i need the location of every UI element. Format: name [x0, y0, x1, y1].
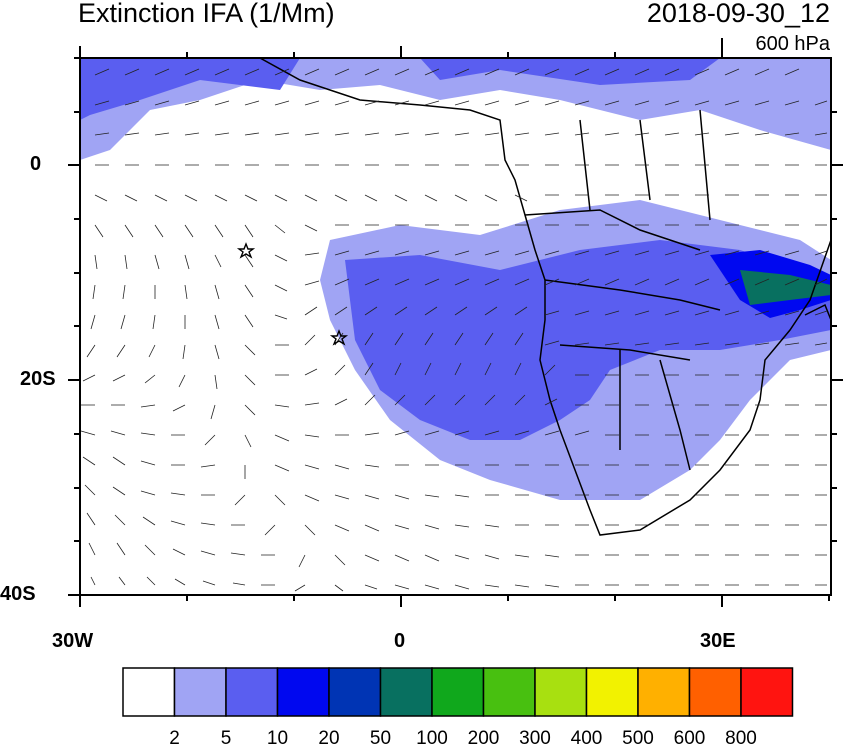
colorbar-swatch	[328, 667, 382, 717]
colorbar-label: 200	[467, 728, 500, 749]
colorbar	[122, 667, 794, 717]
colorbar-swatch	[276, 667, 330, 717]
colorbar-swatch	[379, 667, 433, 717]
xtick-label-0: 0	[394, 630, 406, 652]
map-datetime: 2018-09-30_12	[646, 0, 830, 28]
colorbar-label: 10	[266, 728, 289, 749]
colorbar-swatch	[534, 667, 588, 717]
colorbar-swatch	[173, 667, 227, 717]
y-ticks	[68, 57, 843, 596]
colorbar-label: 5	[220, 728, 232, 749]
colorbar-swatch	[585, 667, 639, 717]
wind-barbs	[80, 68, 828, 592]
aerosol-band-north-core-east	[420, 58, 720, 85]
map-title: Extinction IFA (1/Mm)	[78, 0, 335, 28]
aerosol-band-north	[80, 58, 831, 160]
ytick-label-40s: 40S	[0, 583, 36, 605]
aerosol-plume-max	[740, 270, 831, 305]
x-ticks	[79, 38, 830, 607]
colorbar-label: 500	[622, 728, 654, 749]
colorbar-swatch	[740, 667, 794, 717]
aerosol-band-north-core	[80, 58, 300, 120]
colorbar-swatch	[431, 667, 485, 717]
colorbar-swatch	[122, 667, 176, 717]
star-marker-1	[236, 242, 256, 259]
aerosol-plume-mid	[345, 240, 831, 440]
pressure-level: 600 hPa	[755, 33, 830, 55]
colorbar-swatch	[482, 667, 536, 717]
colorbar-label: 600	[673, 728, 706, 749]
colorbar-label: 50	[369, 728, 392, 749]
colorbar-label: 300	[519, 728, 551, 749]
star-marker-2	[329, 329, 349, 346]
colorbar-label: 2	[169, 728, 180, 749]
colorbar-swatch	[688, 667, 742, 717]
ytick-label-0: 0	[30, 153, 42, 175]
colorbar-label: 100	[416, 728, 448, 749]
xtick-label-30w: 30W	[52, 630, 94, 652]
colorbar-swatch	[225, 667, 279, 717]
colorbar-label: 20	[318, 728, 340, 749]
xtick-label-30e: 30E	[700, 630, 736, 652]
colorbar-label: 800	[725, 728, 757, 749]
africa-coast	[259, 58, 831, 536]
colorbar-label: 400	[570, 728, 603, 749]
colorbar-swatch	[637, 667, 691, 717]
ytick-label-20s: 20S	[20, 368, 56, 390]
madagascar-coast	[804, 303, 831, 321]
